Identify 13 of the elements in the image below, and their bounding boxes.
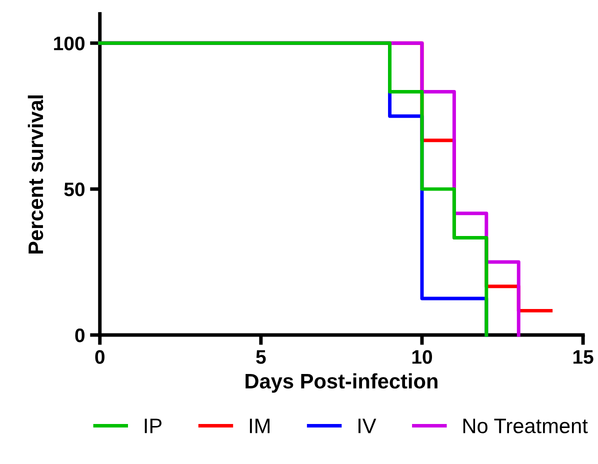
- x-tick-label: 0: [95, 350, 104, 364]
- y-tick-label: 100: [54, 36, 84, 50]
- legend-label: IV: [358, 418, 376, 434]
- y-tick-label: 50: [64, 182, 84, 196]
- legend-label: No Treatment: [463, 418, 588, 434]
- legend-label: IP: [144, 418, 162, 434]
- x-tick-label: 5: [256, 350, 266, 364]
- x-tick-label: 15: [573, 350, 594, 364]
- x-axis-title: Days Post-infection: [246, 373, 438, 393]
- y-axis-title: Percent survival: [28, 95, 44, 254]
- legend-label: IM: [250, 418, 270, 434]
- y-tick-label: 0: [75, 328, 84, 342]
- x-tick-label: 10: [412, 350, 432, 364]
